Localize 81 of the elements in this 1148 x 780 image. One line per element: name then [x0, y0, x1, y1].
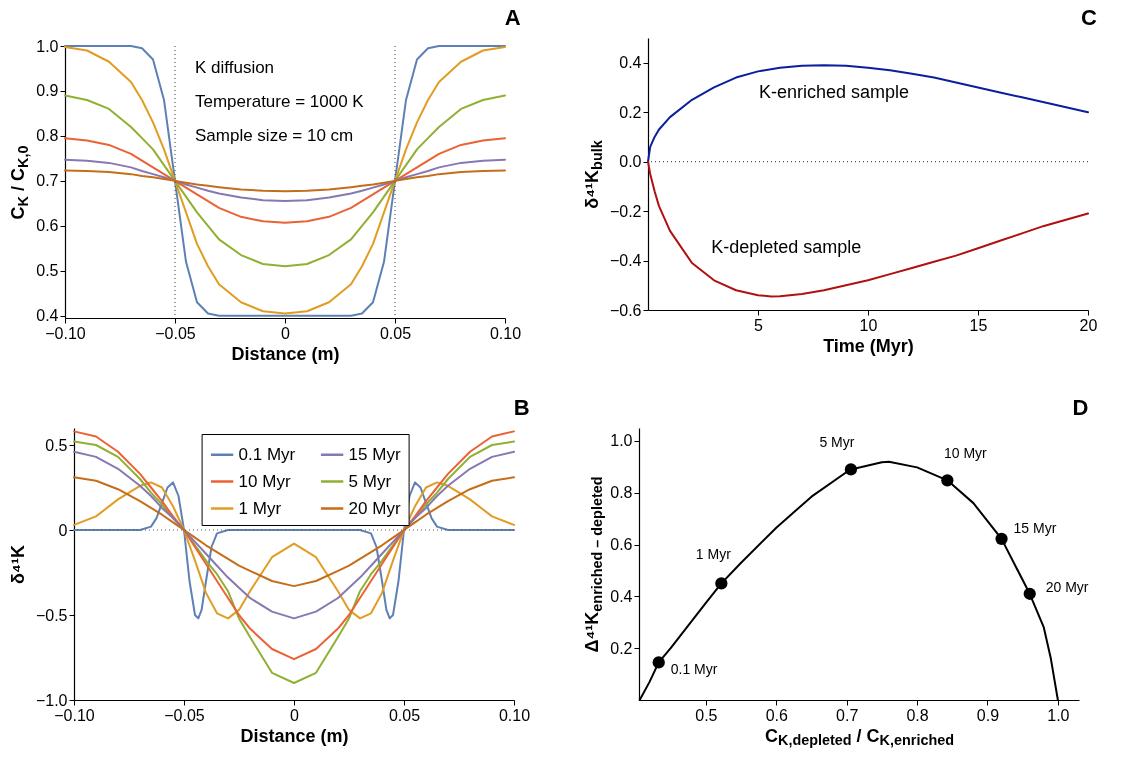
- y-tick-label: 0.8: [610, 484, 633, 502]
- y-tick-label: 0.5: [45, 436, 68, 454]
- x-tick-label: −0.10: [54, 706, 95, 724]
- y-tick-label: −0.2: [609, 202, 642, 220]
- annotation: Sample size = 10 cm: [195, 126, 354, 145]
- x-tick-label: 0.9: [976, 706, 1000, 724]
- point: [941, 474, 954, 487]
- x-tick-label: 10: [859, 316, 878, 334]
- x-tick-label: 0.7: [836, 706, 859, 724]
- y-tick-label: 0.5: [36, 262, 59, 280]
- x-tick-label: 15: [969, 316, 988, 334]
- point: [652, 656, 665, 669]
- x-tick-label: 20: [1079, 316, 1098, 334]
- chart-title: A: [504, 5, 521, 30]
- y-tick-label: 0.0: [619, 153, 642, 171]
- legend-label: 10 Myr: [238, 471, 291, 491]
- y-tick-label: 0.4: [610, 587, 633, 605]
- x-tick-label: 0.6: [765, 706, 788, 724]
- line-series: [73, 450, 515, 620]
- x-tick-label: 0.8: [906, 706, 929, 724]
- y-tick-label: 0.7: [36, 172, 59, 190]
- x-tick-label: 0.10: [498, 706, 531, 724]
- line-series: [64, 158, 506, 203]
- y-tick-label: 0.6: [36, 217, 59, 235]
- y-tick-label: 0: [58, 521, 68, 539]
- x-tick-label: 0: [281, 324, 291, 342]
- x-axis-title: Distance (m): [240, 725, 349, 746]
- annotation: 20 Myr: [1045, 578, 1089, 595]
- chart-title: B: [513, 395, 530, 420]
- x-tick-label: 0.05: [388, 706, 421, 724]
- x-axis-title: Distance (m): [231, 343, 340, 364]
- annotation: 1 Myr: [695, 546, 732, 563]
- y-tick-label: 0.4: [619, 54, 642, 72]
- x-tick-label: 0.5: [695, 706, 718, 724]
- annotation: 5 Myr: [819, 434, 855, 451]
- x-tick-label: 5: [754, 316, 764, 334]
- legend-label: 5 Myr: [348, 471, 392, 491]
- y-tick-label: −0.6: [609, 301, 642, 319]
- point: [1023, 587, 1036, 600]
- y-tick-label: 0.8: [36, 127, 59, 145]
- line-series: [647, 160, 1089, 298]
- y-tick-label: 1.0: [36, 37, 59, 55]
- x-axis-title: C$_{K,depleted}$ / C$_{K,enriched}$: [765, 725, 954, 749]
- x-tick-label: 0.10: [489, 324, 522, 342]
- x-tick-label: 0.05: [379, 324, 412, 342]
- y-tick-label: 1.0: [610, 432, 633, 450]
- series-label: K-depleted sample: [711, 237, 862, 258]
- y-tick-label: −1.0: [35, 691, 68, 709]
- chart-title: C: [1081, 5, 1098, 30]
- point: [844, 463, 858, 476]
- y-tick-label: 0.2: [619, 103, 642, 121]
- legend-label: 0.1 Myr: [238, 444, 296, 464]
- y-tick-label: 0.6: [610, 536, 633, 554]
- y-axis-title: δ⁴¹K: [7, 545, 28, 584]
- annotation: 10 Myr: [943, 445, 988, 462]
- x-tick-label: −0.05: [155, 324, 196, 342]
- annotation: 15 Myr: [1013, 519, 1057, 536]
- x-axis-title: Time (Myr): [823, 335, 914, 356]
- annotation: K diffusion: [195, 58, 275, 77]
- x-tick-label: 1.0: [1047, 706, 1070, 724]
- x-tick-label: −0.05: [164, 706, 205, 724]
- y-tick-label: 0.4: [36, 307, 59, 325]
- legend-label: 15 Myr: [348, 444, 401, 464]
- point: [715, 577, 728, 590]
- x-tick-label: −0.10: [45, 324, 86, 342]
- y-tick-label: 0.9: [36, 82, 59, 100]
- y-tick-label: 0.2: [610, 639, 633, 657]
- line-series: [73, 476, 515, 588]
- line-series: [64, 94, 506, 268]
- line-series: [64, 169, 506, 193]
- x-tick-label: 0: [290, 706, 300, 724]
- series-label: K-enriched sample: [758, 82, 910, 103]
- chart-title: D: [1072, 395, 1089, 420]
- y-tick-label: −0.4: [609, 252, 642, 270]
- legend-label: 1 Myr: [238, 498, 282, 518]
- legend-label: 20 Myr: [348, 498, 401, 518]
- annotation: 0.1 Myr: [670, 661, 718, 678]
- line-series: [647, 64, 1089, 163]
- point: [995, 532, 1008, 545]
- y-tick-label: −0.5: [35, 606, 68, 624]
- annotation: Temperature = 1000 K: [195, 92, 365, 111]
